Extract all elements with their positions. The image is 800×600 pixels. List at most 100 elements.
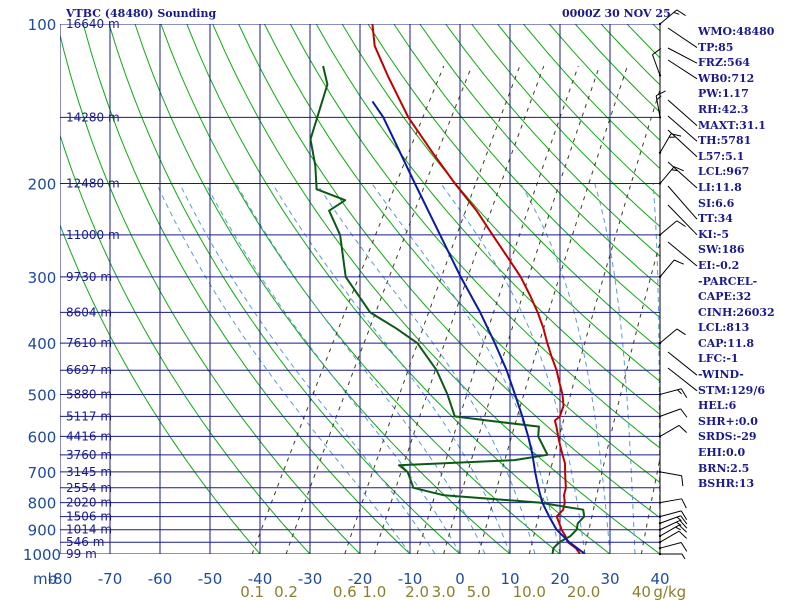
sounding-profiles: [309, 24, 586, 554]
temperature-tick-label: 30: [600, 570, 619, 588]
wind-barb: [658, 498, 687, 509]
pressure-tick-label: 300: [28, 269, 57, 287]
wind-barb: [658, 328, 686, 345]
index-row: LFC:-1: [698, 352, 739, 366]
index-leader-line: [667, 115, 698, 142]
wind-barb: [658, 541, 688, 552]
index-row: MAXT:31.1: [698, 118, 766, 132]
height-label: 14280 m: [66, 110, 120, 124]
pressure-tick-label: 500: [28, 386, 57, 404]
height-label: 1014 m: [66, 523, 112, 537]
mixing-ratio-lines: [251, 65, 660, 554]
pressure-tick-label: 100: [28, 16, 57, 34]
index-leader-lines: [667, 27, 698, 392]
moist-adiabat-line: [652, 183, 660, 554]
index-leader-line: [667, 59, 698, 80]
index-row: -WIND-: [698, 368, 744, 382]
index-leader-line: [667, 185, 698, 220]
wind-barb: [658, 220, 686, 237]
index-leader-line: [667, 367, 698, 392]
temperature-axis-labels: mb-80 -70 -60 -50 -40 -30 -20 -10 0 10 20 30 40: [33, 570, 670, 588]
index-row: CAPE:32: [698, 290, 752, 304]
index-row: CAP:11.8: [698, 336, 755, 350]
temperature-tick-label: 40: [650, 570, 669, 588]
wind-barb: [658, 515, 688, 525]
mixing-ratio-label: 3.0: [432, 583, 456, 600]
pressure-tick-label: 700: [28, 464, 57, 482]
index-row: EHI:0.0: [698, 446, 746, 460]
mixing-ratio-line: [285, 65, 473, 554]
chart-timestamp: 0000Z 30 NOV 25: [562, 7, 671, 20]
mixing-ratio-label: 20.0: [567, 583, 600, 600]
temperature-tick-label: -50: [198, 570, 223, 588]
index-row: KI:-5: [698, 227, 729, 241]
mixing-ratio-line: [528, 88, 660, 554]
height-label: 9730 m: [66, 270, 112, 284]
wind-barb: [658, 388, 688, 398]
temperature-tick-label: -40: [248, 570, 273, 588]
index-row: WMO:48480: [698, 25, 775, 38]
moist-adiabat-line: [205, 183, 461, 554]
mixing-ratio-line: [583, 240, 660, 554]
index-row: BRN:2.5: [698, 461, 750, 475]
dewpoint-profile-line: [309, 65, 586, 554]
wind-barb: [658, 552, 686, 560]
mixing-ratio-line: [478, 65, 628, 554]
index-row: -PARCEL-: [698, 274, 758, 288]
wind-barb: [652, 48, 662, 77]
moist-adiabat-line: [316, 183, 536, 554]
index-row: RH:42.3: [698, 102, 749, 116]
index-row: TP:85: [698, 40, 734, 54]
index-row: EI:-0.2: [698, 258, 740, 272]
height-labels: 16640 m 14280 m 12480 m 11000 m 9730 m 8604 m…: [66, 17, 120, 561]
temperature-tick-label: -70: [98, 570, 123, 588]
height-label: 3760 m: [66, 448, 112, 462]
dry-adiabat-line: [82, 24, 411, 554]
pressure-tick-label: 400: [28, 335, 57, 353]
mixing-ratio-unit: g/kg: [653, 583, 686, 600]
index-row: LI:11.8: [698, 180, 742, 194]
mixing-ratio-label: 0.2: [274, 583, 298, 600]
temperature-profile-line: [371, 24, 581, 554]
wind-barb: [658, 510, 688, 521]
wind-barb: [658, 519, 688, 531]
index-row: BSHR:13: [698, 477, 755, 491]
pressure-tick-label: 1000: [23, 546, 61, 564]
temperature-tick-label: -60: [148, 570, 173, 588]
mixing-ratio-label: 40: [632, 583, 651, 600]
index-row: SW:186: [698, 243, 745, 257]
dry-adiabats: [60, 24, 660, 554]
wind-barb: [658, 530, 687, 544]
moist-adiabat-line: [271, 183, 511, 554]
wind-barb: [658, 9, 686, 26]
height-label: 8604 m: [66, 305, 112, 319]
index-leader-line: [667, 27, 698, 49]
index-leader-line: [667, 129, 698, 158]
mixing-ratio-line: [373, 65, 545, 554]
wind-barb: [658, 470, 684, 487]
temperature-tick-label: -10: [398, 570, 423, 588]
mixing-ratio-label: 10.0: [513, 583, 546, 600]
index-row: PW:1.17: [698, 87, 749, 101]
index-leader-line: [667, 241, 698, 267]
temperature-tick-label: 10: [500, 570, 519, 588]
height-label: 12480 m: [66, 177, 120, 191]
wind-barbs: [652, 9, 688, 560]
height-label: 2020 m: [66, 496, 112, 510]
mixing-ratio-line: [344, 65, 521, 554]
index-leader-line: [667, 99, 698, 126]
height-label: 3145 m: [66, 465, 112, 479]
moist-adiabats: [156, 183, 660, 554]
plot-grid: [60, 24, 660, 554]
wind-barb: [655, 90, 666, 119]
wind-barb: [658, 133, 682, 155]
height-label: 4416 m: [66, 429, 112, 443]
temperature-tick-label: -80: [48, 570, 73, 588]
pressure-unit-label: mb: [33, 570, 57, 588]
index-row: CINH:26032: [698, 305, 775, 319]
dry-adiabat-line: [108, 24, 461, 554]
pressure-tick-label: 200: [28, 176, 57, 194]
height-label: 1506 m: [66, 510, 112, 524]
wind-barb: [658, 408, 688, 418]
